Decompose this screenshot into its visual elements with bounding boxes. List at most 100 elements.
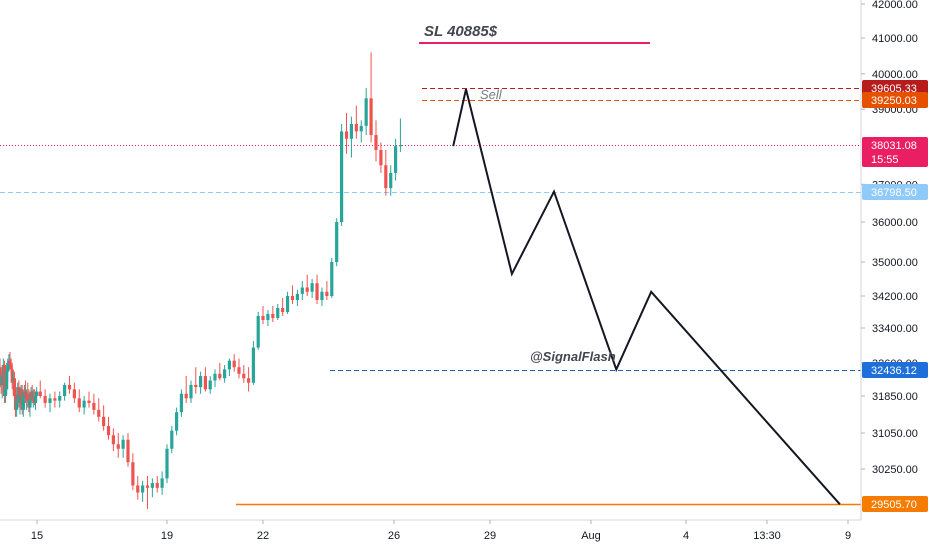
candle-body [102, 416, 106, 427]
candle-body [72, 389, 76, 399]
candle-body [17, 387, 21, 403]
candle-body [111, 435, 115, 445]
candle-body [18, 396, 22, 403]
forecast-layer [452, 88, 841, 505]
y-tick-label: 35000.00 [872, 257, 918, 269]
candle-body [199, 376, 203, 388]
candle-body [26, 393, 30, 401]
candle-body [10, 369, 14, 383]
candle-body [106, 426, 111, 436]
candle-body [116, 444, 120, 449]
x-tick-label: Aug [581, 530, 601, 542]
sell-label: Sell [480, 87, 503, 102]
x-tick-label: 26 [388, 530, 400, 542]
candle-body [300, 287, 304, 294]
candle-body [8, 360, 12, 366]
candle-body [227, 360, 231, 370]
y-tick-label: 42000.00 [872, 0, 918, 11]
candle-body [247, 378, 251, 383]
candle-body [179, 393, 183, 413]
candle-body [349, 123, 354, 139]
x-tick-label: 19 [161, 530, 173, 542]
y-tick-label: 30250.00 [872, 464, 918, 476]
candle-body [208, 380, 212, 390]
candle-body [213, 373, 217, 381]
candle-body [203, 376, 207, 390]
price-badge [862, 184, 928, 200]
candle-body [92, 402, 96, 410]
y-axis-ticks: 42000.0041000.0040000.0039000.0037000.00… [861, 0, 918, 476]
price-badge-sublabel: 15:55 [871, 154, 899, 166]
candle-body [374, 135, 378, 150]
candle-body [184, 393, 188, 399]
candles-layer [0, 52, 402, 509]
candle-body [369, 98, 373, 136]
candle-body [131, 462, 135, 486]
price-badges: 39605.3339250.0338031.0815:5536798.50324… [862, 80, 928, 512]
candle-body [305, 287, 309, 292]
y-tick-label: 41000.00 [872, 33, 918, 45]
y-tick-label: 40000.00 [872, 69, 918, 81]
candle-body [320, 291, 324, 300]
candle-body [38, 391, 42, 396]
price-badge-label: 36798.50 [871, 187, 917, 199]
candle-body [63, 384, 67, 396]
candle-body [359, 125, 363, 132]
price-badge [862, 496, 928, 512]
x-tick-label: 22 [257, 530, 269, 542]
candle-body [340, 131, 344, 222]
forecast-path [452, 88, 841, 505]
x-tick-label: 9 [845, 530, 851, 542]
candle-body [82, 400, 86, 408]
candle-body [271, 314, 275, 318]
y-tick-label: 31050.00 [872, 428, 918, 440]
candle-body [170, 430, 174, 449]
price-badge-label: 39250.03 [871, 95, 917, 107]
y-tick-label: 34200.00 [872, 291, 918, 303]
candle-body [285, 296, 290, 312]
candle-body [28, 400, 32, 408]
candle-body [266, 314, 270, 320]
candle-body [121, 439, 125, 449]
candle-body [67, 384, 72, 390]
price-badge [862, 92, 928, 108]
y-tick-label: 31850.00 [872, 391, 918, 403]
y-tick-label: 33400.00 [872, 323, 918, 335]
candle-body [310, 283, 314, 292]
candle-body [276, 308, 280, 318]
price-badge-label: 38031.08 [871, 140, 917, 152]
candle-body [223, 369, 227, 379]
candle-body [290, 296, 295, 300]
candle-body [136, 485, 140, 493]
candle-body [141, 485, 145, 493]
candle-body [389, 172, 393, 189]
x-tick-label: 15 [31, 530, 43, 542]
x-tick-label: 29 [484, 530, 496, 542]
candle-body [3, 389, 8, 396]
price-level-lines [0, 88, 861, 506]
candle-body [155, 483, 159, 488]
candle-body [242, 373, 246, 379]
x-axis-ticks: 15 19 22 26 29 Aug 4 13:30 9 [31, 520, 851, 542]
watermark-label: @SignalFlash [530, 349, 616, 364]
candle-body [5, 371, 9, 390]
candle-body [330, 262, 334, 296]
candle-body [281, 308, 285, 312]
candle-body [218, 373, 222, 379]
candle-body [325, 291, 329, 296]
candle-body [77, 398, 81, 408]
x-tick-label: 13:30 [753, 530, 781, 542]
candle-body [398, 145, 402, 147]
x-tick-label: 4 [683, 530, 689, 542]
candle-body [384, 165, 388, 189]
price-badge-label: 32436.12 [871, 365, 917, 377]
price-badge [862, 137, 928, 167]
price-badge-label: 29505.70 [871, 499, 917, 511]
candle-body [194, 384, 198, 388]
candle-body [53, 398, 57, 401]
candle-body [33, 396, 38, 403]
candle-body [0, 376, 4, 385]
candle-body [126, 439, 130, 463]
